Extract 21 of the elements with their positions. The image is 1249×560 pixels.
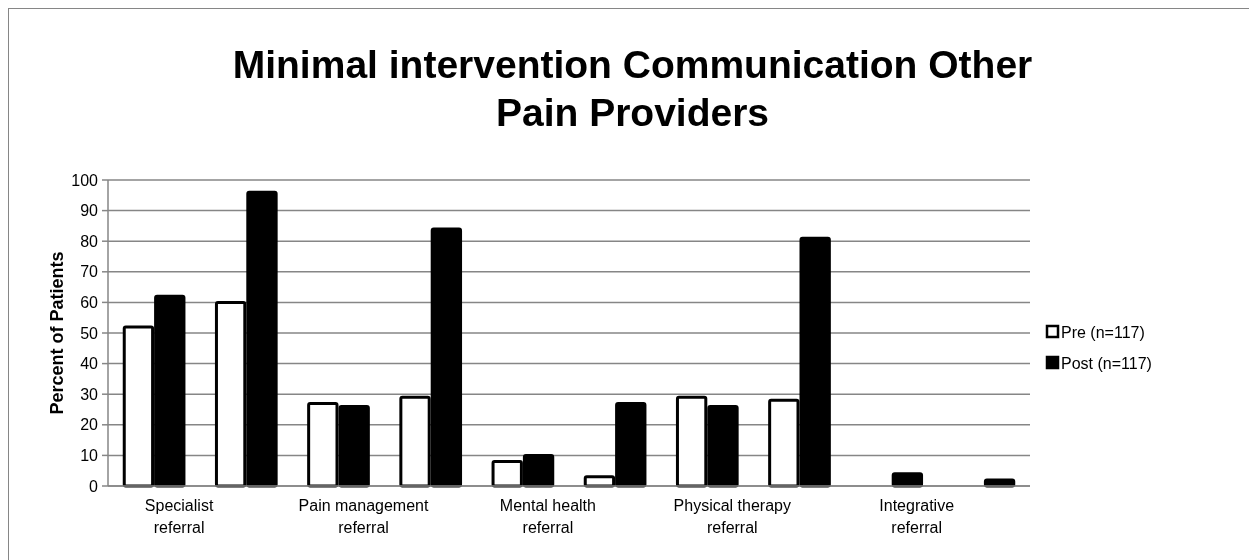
x-tick-label: Mental health referral: [499, 497, 596, 536]
bar: [891, 472, 924, 488]
x-tick-label: Pain management referral: [298, 497, 429, 536]
y-tick-label: 20: [80, 416, 99, 434]
y-tick-label: 100: [71, 171, 99, 189]
y-tick-label: 80: [80, 232, 99, 250]
y-axis-title: Percent of Patients: [47, 251, 67, 415]
y-tick-label: 30: [80, 385, 99, 403]
y-tick-label: 90: [80, 202, 99, 220]
x-tick-label: Integrative referral: [879, 497, 955, 536]
x-tick-label: Specialist referral: [144, 497, 214, 536]
y-tick-label: 10: [80, 447, 99, 464]
y-tick-label: 40: [80, 355, 99, 373]
x-tick-label: Physical therapy referral: [673, 497, 791, 536]
y-tick-label: 70: [80, 263, 99, 281]
y-tick-label: 60: [80, 294, 99, 311]
y-tick-label: 50: [80, 324, 99, 342]
legend-label: Pre (n=117): [1061, 323, 1145, 341]
chart-title: Minimal intervention Communication Other Pain Providers: [232, 43, 1033, 134]
legend-label: Post (n=117): [1061, 354, 1152, 372]
y-tick-label: 0: [89, 477, 99, 495]
